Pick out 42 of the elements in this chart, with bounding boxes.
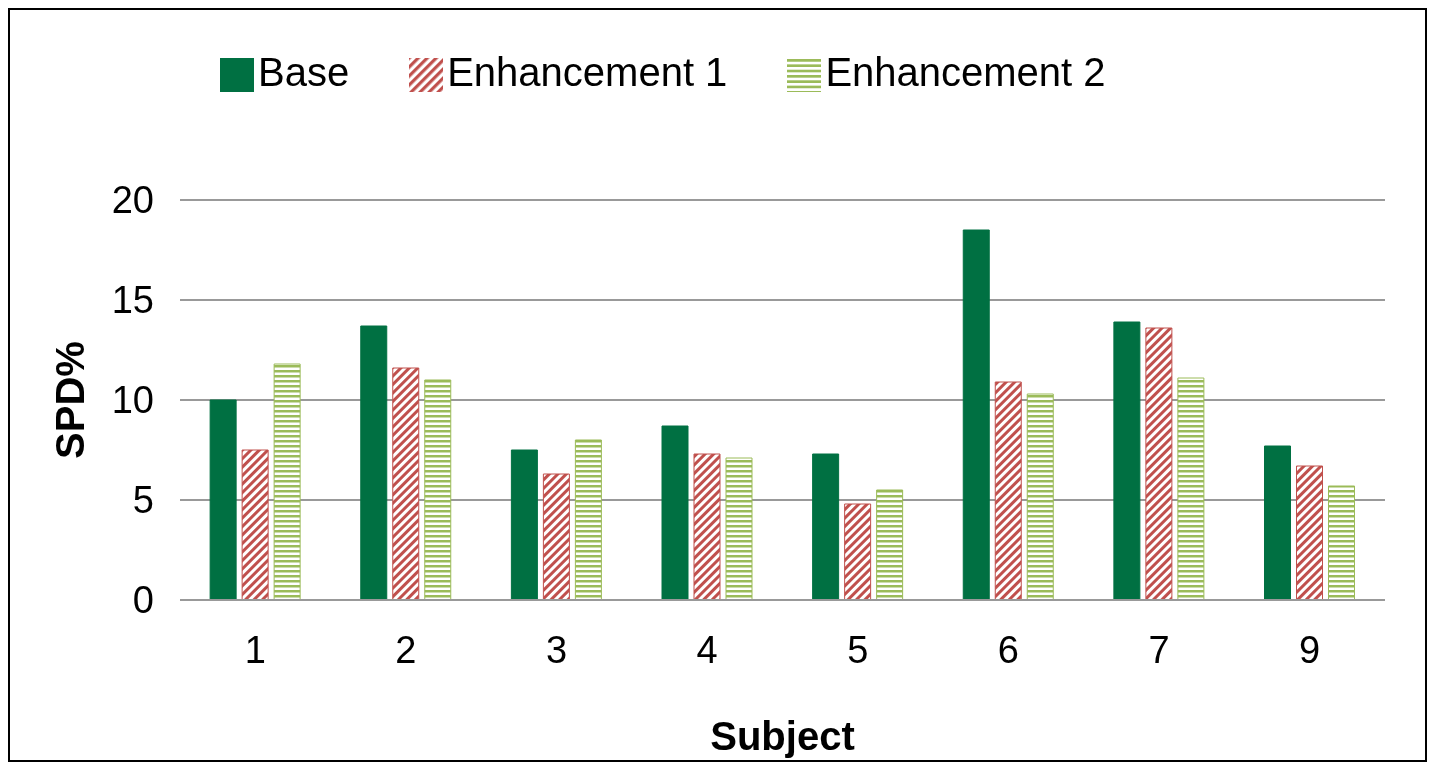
bar (1177, 377, 1205, 600)
bar (812, 453, 840, 600)
bar (360, 325, 388, 600)
y-tick-label: 20 (111, 179, 154, 222)
legend-label: Enhancement 1 (447, 50, 728, 94)
x-axis-title: Subject (710, 714, 855, 758)
bar (1026, 393, 1054, 600)
bar (1296, 465, 1323, 600)
bar (693, 453, 721, 600)
legend-label: Base (258, 50, 350, 94)
bar (1328, 485, 1355, 600)
x-tick-label: 3 (545, 628, 568, 671)
bar (273, 363, 301, 600)
bar (1145, 327, 1173, 600)
y-tick-label: 0 (132, 579, 154, 622)
bar (241, 449, 269, 600)
bar (725, 457, 753, 600)
bar (661, 425, 689, 600)
bar (876, 489, 904, 600)
x-tick-label: 9 (1299, 628, 1321, 671)
bar (962, 229, 990, 600)
y-axis-title: SPD% (48, 341, 93, 459)
y-tick-label: 10 (111, 379, 154, 422)
x-tick-label: 7 (1148, 628, 1170, 671)
x-tick-label: 2 (395, 628, 417, 671)
x-tick-label: 4 (696, 628, 718, 671)
bar (424, 379, 452, 600)
x-tick-label: 6 (997, 628, 1020, 671)
bar (1113, 321, 1141, 600)
bar (542, 473, 570, 600)
y-tick-label: 5 (132, 479, 154, 522)
bar (209, 399, 237, 600)
bar (574, 439, 602, 600)
x-tick-label: 5 (847, 628, 869, 671)
bar (392, 367, 420, 600)
x-tick-label: 1 (244, 628, 266, 671)
bar (994, 381, 1022, 600)
bar (510, 449, 538, 600)
bar (844, 503, 872, 600)
legend-label: Enhancement 2 (825, 50, 1106, 94)
y-tick-label: 15 (111, 279, 154, 322)
bar (1264, 445, 1291, 600)
